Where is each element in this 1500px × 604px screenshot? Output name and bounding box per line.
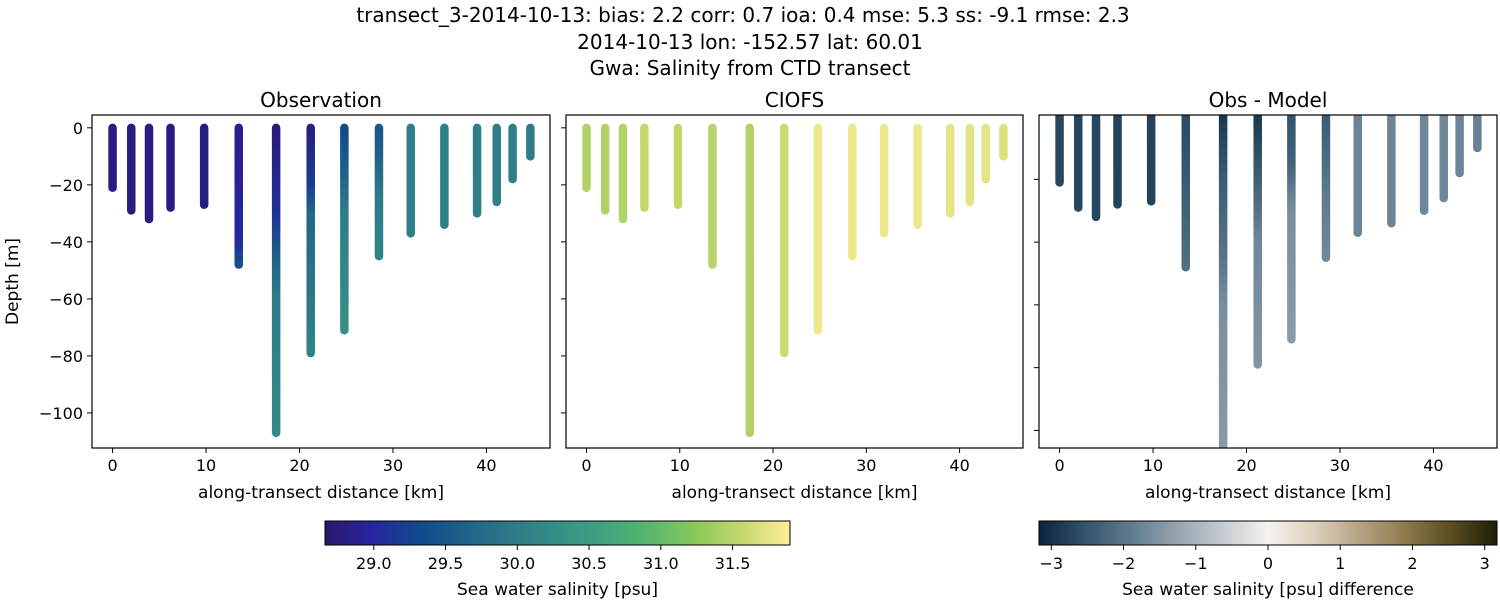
x-tick-label: 20	[289, 456, 309, 475]
figure-title-line-2: 2014-10-13 lon: -152.57 lat: 60.01	[577, 30, 923, 54]
figure-title-line-1: transect_3-2014-10-13: bias: 2.2 corr: 0…	[356, 3, 1129, 27]
x-tick-label: 0	[1054, 456, 1064, 475]
x-tick-label: 30	[856, 456, 876, 475]
colorbar-tick-label: 29.0	[356, 554, 392, 573]
colorbar-tick-label: 2	[1407, 554, 1417, 573]
y-tick-label: 0	[73, 119, 83, 138]
x-tick-label: 40	[949, 456, 969, 475]
y-tick-label: −80	[49, 347, 83, 366]
colorbar-tick-label: 3	[1480, 554, 1490, 573]
x-tick-label: 30	[383, 456, 403, 475]
x-tick-label: 10	[196, 456, 216, 475]
colorbar-tick-label: 31.0	[643, 554, 679, 573]
station-profiles	[1060, 117, 1478, 453]
x-tick-label: 0	[581, 456, 591, 475]
colorbar-tick-label: 31.5	[715, 554, 751, 573]
station-profiles	[113, 128, 531, 433]
colorbar-2: −3 −2 −1 0 1 2 3 Sea water salinity [psu] diffe…	[1039, 521, 1497, 600]
colorbar-label: Sea water salinity [psu] difference	[1122, 580, 1414, 600]
colorbar-tick-label: −3	[1039, 554, 1063, 573]
colorbar-tick-label: 30.0	[500, 554, 536, 573]
y-tick-label: −40	[49, 233, 83, 252]
y-tick-label: −100	[39, 404, 83, 423]
panel-title: Observation	[260, 88, 382, 112]
x-tick-label: 0	[107, 456, 117, 475]
colorbar-gradient	[325, 521, 790, 545]
station-profiles	[587, 128, 1004, 433]
x-tick-label: 20	[1236, 456, 1256, 475]
colorbar-tick-label: 29.5	[428, 554, 464, 573]
x-axis-label: along-transect distance [km]	[672, 483, 918, 503]
y-tick-label: −60	[49, 290, 83, 309]
y-tick-label: −20	[49, 176, 83, 195]
panel-ciofs: CIOFS 0 10 20 30 40 along-transect distance [k…	[561, 88, 1023, 503]
x-tick-label: 40	[476, 456, 496, 475]
x-tick-label: 30	[1330, 456, 1350, 475]
panel-obs-model: Obs - Model 0 10 20 30 40 along-transect dista…	[1034, 88, 1497, 503]
x-tick-label: 10	[670, 456, 690, 475]
panel-observation: Observation 0 10 20 30 40 0 −20 −40 −60 −80 −100 alo…	[3, 88, 550, 503]
colorbar-gradient	[1039, 521, 1497, 545]
panel-title: Obs - Model	[1209, 88, 1328, 112]
colorbar-tick-label: 1	[1335, 554, 1345, 573]
x-axis-label: along-transect distance [km]	[1145, 483, 1391, 503]
y-axis-label: Depth [m]	[3, 238, 23, 325]
x-tick-label: 10	[1143, 456, 1163, 475]
colorbar-label: Sea water salinity [psu]	[457, 580, 658, 600]
colorbar-1: 29.0 29.5 30.0 30.5 31.0 31.5 Sea water salini…	[325, 521, 790, 600]
colorbar-tick-label: 30.5	[571, 554, 607, 573]
x-axis-label: along-transect distance [km]	[198, 483, 444, 503]
x-tick-label: 20	[763, 456, 783, 475]
colorbar-tick-label: −1	[1184, 554, 1208, 573]
x-tick-label: 40	[1423, 456, 1443, 475]
colorbar-tick-label: −2	[1112, 554, 1136, 573]
panel-title: CIOFS	[765, 88, 824, 112]
colorbar-tick-label: 0	[1263, 554, 1273, 573]
figure-title-line-3: Gwa: Salinity from CTD transect	[590, 56, 911, 80]
